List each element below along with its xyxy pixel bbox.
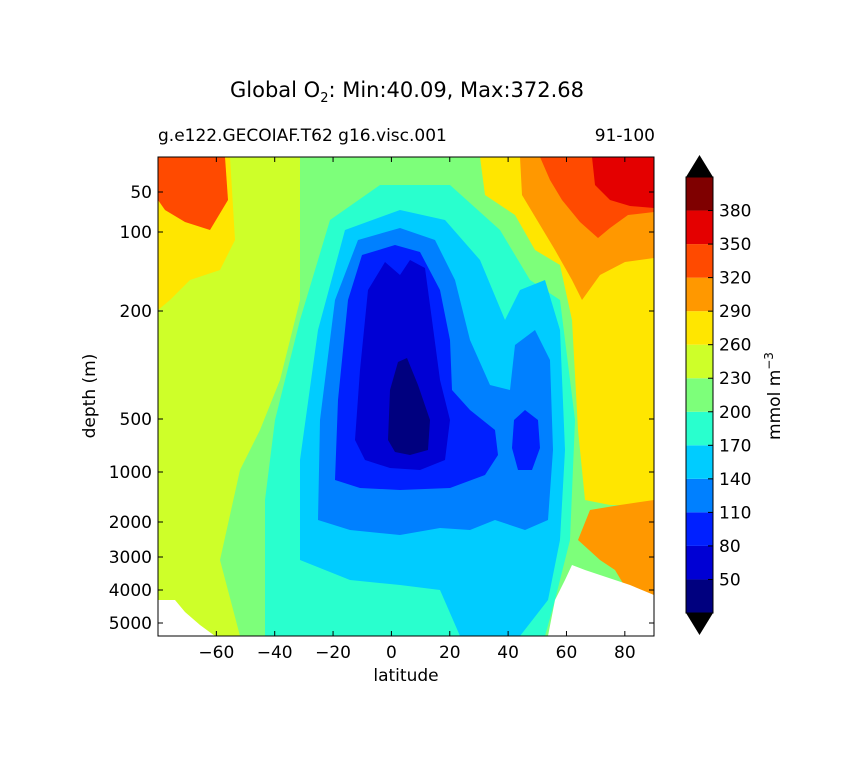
colorbar-extend-low xyxy=(686,613,713,635)
x-tick-label: 20 xyxy=(439,643,461,663)
y-tick-label: 50 xyxy=(130,183,152,203)
band-350-380 xyxy=(592,157,654,208)
colorbar-label: mmol m−3 xyxy=(762,352,785,440)
y-tick-label: 100 xyxy=(120,223,152,243)
colorbar-tick-label: 380 xyxy=(719,202,751,222)
y-axis: 50 100 200 500 1000 2000 3000 4000 5000 xyxy=(109,183,654,634)
colorbar-tick-label: 350 xyxy=(719,235,751,255)
colorbar-segment xyxy=(686,244,713,278)
chart-title: Global O2: Min:40.09, Max:372.68 xyxy=(229,78,584,107)
x-tick-label: 80 xyxy=(614,643,636,663)
year-range: 91-100 xyxy=(594,126,655,146)
colorbar: 50 80 110 140 170 200 230 260 290 320 350 380 xyxy=(685,155,751,635)
x-tick-label: 60 xyxy=(556,643,578,663)
y-tick-label: 200 xyxy=(120,302,152,322)
band-290-320-deep xyxy=(578,500,654,595)
colorbar-segment xyxy=(686,512,713,546)
colorbar-segment xyxy=(686,177,713,211)
x-tick-label: 0 xyxy=(386,643,397,663)
y-tick-label: 1000 xyxy=(109,463,152,483)
colorbar-segment xyxy=(686,579,713,613)
y-axis-label: depth (m) xyxy=(80,354,100,439)
colorbar-tick-label: 110 xyxy=(719,503,751,523)
colorbar-segment xyxy=(686,311,713,345)
x-tick-label: −40 xyxy=(257,643,293,663)
x-axis: −60 −40 −20 0 20 40 60 80 xyxy=(198,157,636,663)
colorbar-segment xyxy=(686,478,713,513)
colorbar-segment xyxy=(686,277,713,312)
y-tick-label: 500 xyxy=(120,410,152,430)
colorbar-segment xyxy=(686,411,713,446)
colorbar-segment xyxy=(686,344,713,379)
colorbar-frame xyxy=(685,176,714,614)
x-axis-label: latitude xyxy=(373,666,438,686)
colorbar-tick-label: 140 xyxy=(719,470,751,490)
colorbar-segment xyxy=(686,210,713,245)
colorbar-tick-label: 230 xyxy=(719,369,751,389)
band-320-350-south xyxy=(158,157,228,230)
colorbar-tick-label: 80 xyxy=(719,537,741,557)
colorbar-tick-label: 290 xyxy=(719,302,751,322)
y-tick-label: 5000 xyxy=(109,614,152,634)
colorbar-tick-label: 50 xyxy=(719,570,741,590)
x-tick-label: 40 xyxy=(497,643,519,663)
colorbar-tick-label: 170 xyxy=(719,436,751,456)
colorbar-segment xyxy=(686,545,713,580)
y-tick-label: 3000 xyxy=(109,548,152,568)
colorbar-tick-label: 320 xyxy=(719,269,751,289)
band-80-110-north xyxy=(512,410,540,470)
colorbar-extend-high xyxy=(686,155,713,177)
colorbar-tick-label: 200 xyxy=(719,403,751,423)
case-name: g.e122.GECOIAF.T62 g16.visc.001 xyxy=(158,126,447,146)
seafloor-south xyxy=(158,600,215,636)
x-tick-label: −60 xyxy=(198,643,234,663)
seafloor-north xyxy=(548,565,654,636)
colorbar-segment xyxy=(686,378,713,412)
plot-frame xyxy=(157,156,655,637)
contour-field xyxy=(158,157,654,636)
colorbar-tick-label: 260 xyxy=(719,336,751,356)
colorbar-segment xyxy=(686,445,713,479)
y-tick-label: 4000 xyxy=(109,581,152,601)
y-tick-label: 2000 xyxy=(109,513,152,533)
band-min-core xyxy=(388,358,430,455)
x-tick-label: −20 xyxy=(315,643,351,663)
